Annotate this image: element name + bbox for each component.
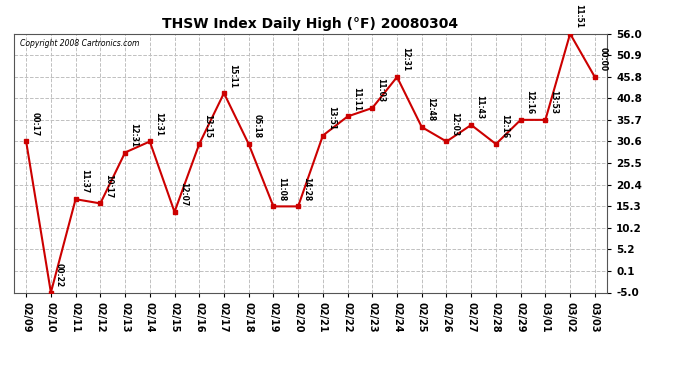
Text: 11:08: 11:08 [277,177,286,201]
Text: 11:03: 11:03 [377,78,386,102]
Text: 15:11: 15:11 [228,64,237,88]
Text: 11:37: 11:37 [80,170,89,194]
Text: 00:17: 00:17 [30,112,39,136]
Text: 12:03: 12:03 [451,112,460,136]
Title: THSW Index Daily High (°F) 20080304: THSW Index Daily High (°F) 20080304 [162,17,459,31]
Text: 12:31: 12:31 [154,112,163,136]
Text: 11:51: 11:51 [574,4,583,28]
Text: 12:07: 12:07 [179,182,188,206]
Text: 00:22: 00:22 [55,263,64,287]
Text: 13:53: 13:53 [549,90,558,114]
Text: 11:11: 11:11 [352,87,361,111]
Text: 12:31: 12:31 [401,47,410,72]
Text: 12:16: 12:16 [500,114,509,138]
Text: 00:00: 00:00 [599,47,608,72]
Text: 12:16: 12:16 [525,90,534,114]
Text: 12:48: 12:48 [426,97,435,122]
Text: 14:28: 14:28 [302,177,311,201]
Text: 12:31: 12:31 [129,123,138,147]
Text: 10:17: 10:17 [104,174,113,198]
Text: 13:15: 13:15 [204,114,213,138]
Text: 13:51: 13:51 [327,106,336,130]
Text: Copyright 2008 Cartronics.com: Copyright 2008 Cartronics.com [20,39,139,48]
Text: 05:18: 05:18 [253,114,262,138]
Text: 11:43: 11:43 [475,95,484,119]
